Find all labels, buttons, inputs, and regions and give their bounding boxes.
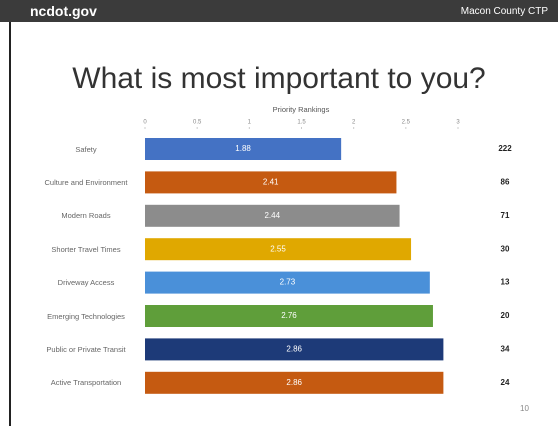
chart-title: Priority Rankings — [273, 105, 330, 114]
project-name: Macon County CTP — [460, 6, 548, 17]
bar-value-label: 2.44 — [264, 211, 280, 220]
count-label: 30 — [501, 244, 510, 253]
category-label: Safety — [75, 144, 97, 154]
bar — [145, 338, 444, 361]
bar-value-label: 2.86 — [286, 378, 302, 387]
bar — [145, 171, 397, 194]
header-bar: ncdot.gov Macon County CTP — [0, 0, 558, 22]
count-label: 13 — [501, 278, 510, 287]
count-label: 24 — [501, 378, 510, 387]
bar-value-label: 2.41 — [263, 178, 279, 187]
category-label: Culture and Environment — [44, 177, 128, 187]
bar — [145, 271, 430, 294]
bar-value-label: 1.88 — [235, 144, 251, 153]
count-label: 34 — [501, 345, 510, 354]
category-label: Emerging Technologies — [47, 311, 125, 321]
page-number: 10 — [520, 404, 529, 413]
site-name: ncdot.gov — [30, 3, 97, 19]
slide-title: What is most important to you? — [72, 62, 486, 95]
bar — [145, 138, 342, 160]
x-tick-label: 0.5 — [193, 120, 202, 126]
bar — [145, 305, 433, 327]
x-tick-label: 0 — [143, 120, 147, 126]
bar-value-label: 2.73 — [280, 278, 296, 287]
bar-value-label: 2.86 — [286, 345, 302, 354]
x-tick-label: 1.5 — [297, 120, 306, 126]
category-label: Modern Roads — [61, 211, 111, 221]
bar — [145, 238, 412, 261]
bar-value-label: 2.76 — [281, 311, 297, 320]
category-label: Active Transportation — [50, 378, 122, 388]
category-label: Shorter Travel Times — [51, 244, 121, 254]
count-label: 86 — [501, 178, 510, 187]
x-tick-label: 2.5 — [402, 120, 411, 126]
category-label: Public or Private Transit — [46, 344, 126, 354]
count-label: 20 — [501, 311, 510, 320]
count-label: 222 — [498, 144, 512, 153]
x-tick-label: 3 — [456, 120, 460, 126]
bar — [145, 371, 444, 394]
count-label: 71 — [501, 211, 510, 220]
x-tick-label: 2 — [352, 120, 356, 126]
bar-value-label: 2.55 — [270, 244, 286, 253]
slide-edge — [9, 22, 11, 426]
category-label: Driveway Access — [57, 278, 115, 288]
x-tick-label: 1 — [248, 120, 252, 126]
bar — [145, 204, 400, 227]
